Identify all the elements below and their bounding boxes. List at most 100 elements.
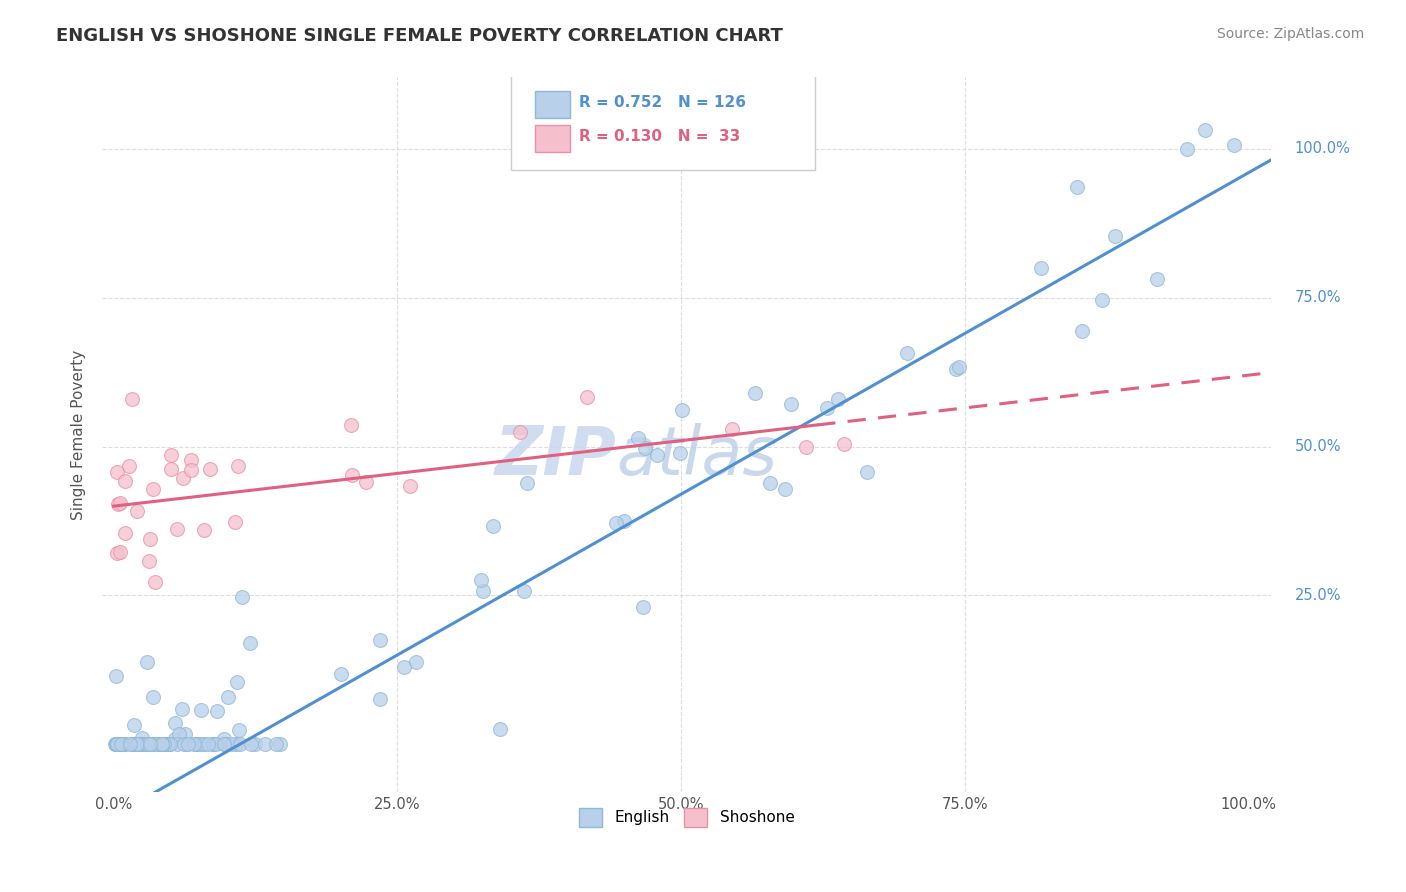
Point [157,737,180,751]
Point [114,737,136,751]
Point [773,482,796,496]
Point [174,737,197,751]
Point [127,737,149,751]
Point [896,345,918,359]
Point [198,462,221,476]
Text: atlas: atlas [617,423,778,489]
Point [225,737,247,751]
Point [138,533,160,547]
Point [405,656,427,670]
Point [780,397,803,411]
Point [759,476,782,491]
Point [183,737,205,751]
Point [122,737,145,751]
Point [356,475,378,489]
Point [142,690,165,704]
Point [160,448,183,462]
Point [832,437,855,451]
Point [136,655,159,669]
Point [152,737,174,751]
Point [254,737,277,751]
Point [214,737,236,751]
Point [330,666,353,681]
Point [150,737,173,751]
Point [117,458,139,473]
Point [224,515,246,529]
Point [129,737,152,751]
Point [138,737,160,751]
Point [142,737,165,751]
Point [1104,229,1126,244]
Point [122,737,145,751]
Point [104,737,127,751]
Point [152,737,174,751]
Point [105,546,128,560]
Point [340,468,363,483]
Point [143,575,166,590]
Point [129,737,152,751]
Point [627,431,650,445]
Point [202,737,225,751]
Point [669,445,692,459]
Y-axis label: Single Female Poverty: Single Female Poverty [72,350,86,520]
Point [613,514,636,528]
Point [217,690,239,704]
Point [105,737,128,751]
Point [515,476,537,491]
Point [165,731,187,746]
Point [139,737,162,751]
Point [186,737,208,751]
Point [671,403,693,417]
Point [104,737,127,751]
Text: R = 0.752   N = 126: R = 0.752 N = 126 [579,95,747,110]
Point [243,737,266,751]
Point [153,737,176,751]
Point [186,737,208,751]
Text: Source: ZipAtlas.com: Source: ZipAtlas.com [1216,27,1364,41]
Point [165,716,187,731]
Point [228,723,250,737]
Point [166,737,188,751]
Point [229,737,252,751]
Point [214,737,236,751]
Point [110,737,132,751]
Point [370,632,392,647]
Point [166,523,188,537]
Point [794,440,817,454]
Point [138,554,160,568]
Point [129,737,152,751]
Point [214,737,236,751]
Point [509,425,531,439]
Point [105,466,128,480]
Point [167,727,190,741]
Point [472,584,495,599]
Point [239,636,262,650]
Point [645,448,668,462]
Point [231,591,253,605]
Point [114,525,136,540]
Point [226,675,249,690]
Text: 75.0%: 75.0% [1295,290,1341,305]
Point [180,463,202,477]
Point [215,737,238,751]
Point [143,737,166,751]
Point [202,737,225,751]
FancyBboxPatch shape [534,91,569,118]
Point [136,737,159,751]
Point [170,702,193,716]
Point [340,418,363,433]
Point [1066,179,1088,194]
Point [136,737,159,751]
Point [135,737,157,751]
Point [815,401,838,415]
Point [827,392,849,406]
Point [157,737,180,751]
Point [142,483,165,497]
Point [1175,143,1198,157]
Point [948,360,970,375]
Text: 50.0%: 50.0% [1295,439,1341,454]
Point [512,584,534,599]
Point [174,727,197,741]
Point [108,496,131,510]
Point [1071,324,1094,338]
